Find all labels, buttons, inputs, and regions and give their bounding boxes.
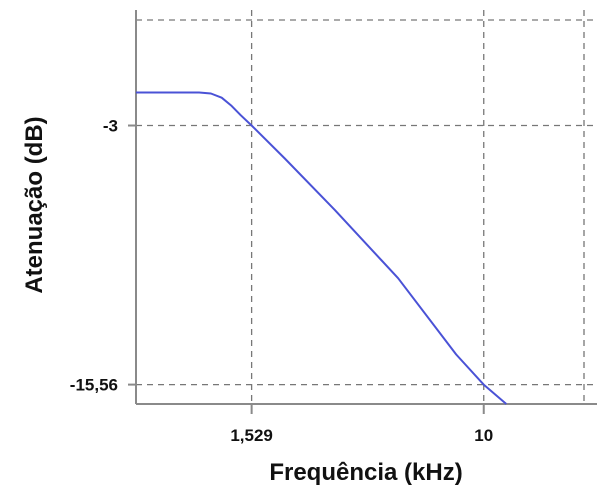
x-tick-label: 10 xyxy=(474,426,493,445)
y-tick-label: -15,56 xyxy=(70,376,118,395)
grid-lines xyxy=(136,10,597,404)
y-tick-label: -3 xyxy=(103,117,118,136)
x-tick-label: 1,529 xyxy=(230,426,273,445)
x-axis-label: Frequência (kHz) xyxy=(269,459,462,486)
axes xyxy=(128,10,597,414)
y-axis-label: Atenuação (dB) xyxy=(21,116,48,293)
series-line xyxy=(136,91,507,405)
series-layer xyxy=(136,91,507,405)
tick-labels: -3 -15,56 1,529 10 xyxy=(70,117,493,445)
